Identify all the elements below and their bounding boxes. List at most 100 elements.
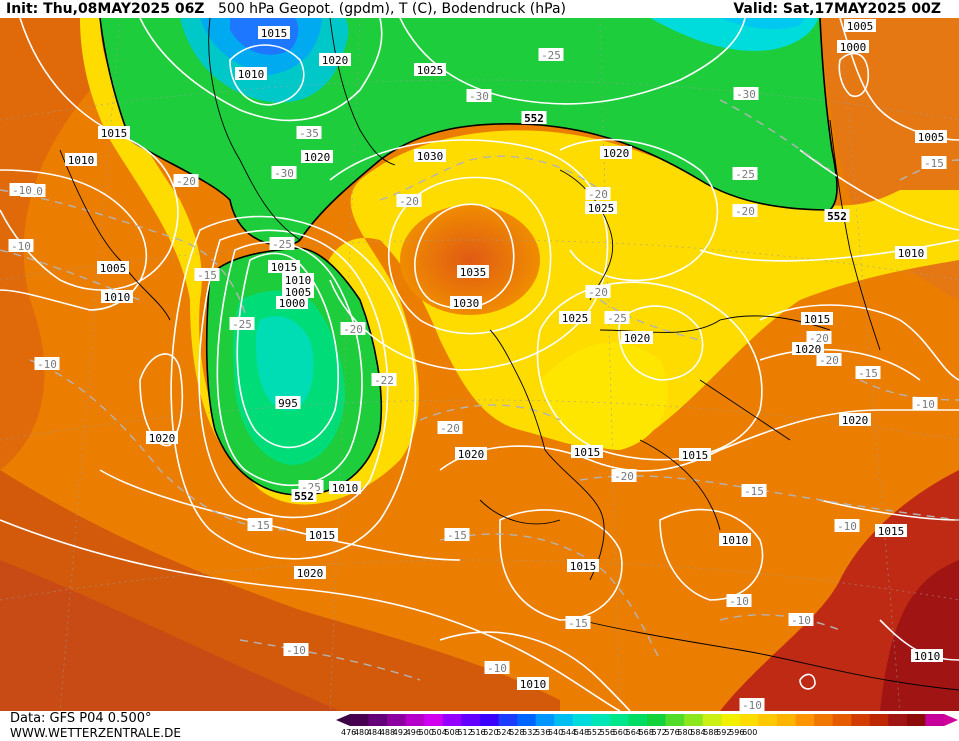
scale-tick: 524 xyxy=(496,728,512,737)
scale-tick: 560 xyxy=(612,728,628,737)
svg-text:1020: 1020 xyxy=(322,54,349,67)
temperature-label: -20 xyxy=(806,331,832,345)
pressure-label: 1010 xyxy=(101,290,133,304)
pressure-label: 1000 xyxy=(276,296,308,310)
pressure-label: 1015 xyxy=(268,260,300,274)
pressure-label: 1015 xyxy=(571,445,603,459)
scale-swatch xyxy=(498,714,518,726)
temperature-label: -10 xyxy=(9,183,35,197)
svg-text:1015: 1015 xyxy=(804,313,831,326)
scale-tick: 556 xyxy=(599,728,616,737)
pressure-label: 1025 xyxy=(559,311,591,325)
temperature-label: -10 xyxy=(912,397,938,411)
scale-tick: 488 xyxy=(379,728,396,737)
temperature-label: -20 xyxy=(816,353,842,367)
scale-swatch xyxy=(776,714,796,726)
svg-text:-10: -10 xyxy=(37,358,57,371)
pressure-label: 1010 xyxy=(911,649,943,663)
svg-text:1020: 1020 xyxy=(842,414,869,427)
pressure-label: 1020 xyxy=(839,413,871,427)
pressure-label: 1030 xyxy=(414,149,446,163)
svg-text:1030: 1030 xyxy=(453,297,480,310)
temperature-label: -20 xyxy=(585,285,611,299)
svg-text:1015: 1015 xyxy=(878,525,905,538)
scale-swatch xyxy=(554,714,574,726)
scale-swatch xyxy=(350,714,370,726)
svg-text:-22: -22 xyxy=(374,374,394,387)
svg-text:1000: 1000 xyxy=(840,41,867,54)
scale-swatch xyxy=(925,714,945,726)
svg-text:-15: -15 xyxy=(744,485,764,498)
svg-text:1015: 1015 xyxy=(101,127,128,140)
pressure-label: 1015 xyxy=(258,26,290,40)
geopotential-label: 552 xyxy=(291,489,317,503)
scale-tick: 544 xyxy=(560,728,577,737)
svg-text:1020: 1020 xyxy=(304,151,331,164)
svg-text:1015: 1015 xyxy=(574,446,601,459)
svg-text:-30: -30 xyxy=(274,167,294,180)
pressure-label: 1010 xyxy=(235,67,267,81)
svg-text:1010: 1010 xyxy=(520,678,547,691)
pressure-label: 1020 xyxy=(621,331,653,345)
svg-text:1025: 1025 xyxy=(417,64,444,77)
pressure-label: 995 xyxy=(275,396,301,410)
scale-swatch xyxy=(572,714,592,726)
pressure-label: 1020 xyxy=(294,566,326,580)
temperature-label: -10 xyxy=(484,661,510,675)
scale-tick: 548 xyxy=(573,728,590,737)
svg-text:1010: 1010 xyxy=(104,291,131,304)
svg-text:1015: 1015 xyxy=(271,261,298,274)
scale-swatch xyxy=(609,714,629,726)
weather-map: 1015 1010 1020 1025 1015 1010 1020 1030 1020 1025… xyxy=(0,18,959,711)
svg-text:1015: 1015 xyxy=(570,560,597,573)
scale-tick: 564 xyxy=(625,728,641,737)
scale-tick: 516 xyxy=(470,728,486,737)
svg-text:1015: 1015 xyxy=(261,27,288,40)
scale-swatch xyxy=(405,714,425,726)
scale-tick: 536 xyxy=(535,728,551,737)
scale-swatch xyxy=(869,714,889,726)
svg-text:1020: 1020 xyxy=(149,432,176,445)
svg-text:1025: 1025 xyxy=(562,312,589,325)
pressure-label: 1020 xyxy=(319,53,351,67)
scale-tick: 576 xyxy=(664,728,680,737)
website: WWW.WETTERZENTRALE.DE xyxy=(10,726,181,740)
pressure-label: 1010 xyxy=(895,246,927,260)
temperature-label: -25 xyxy=(604,311,630,325)
map-title: 500 hPa Geopot. (gpdm), T (C), Bodendruc… xyxy=(218,1,566,17)
svg-text:-35: -35 xyxy=(299,127,319,140)
scale-tick: 584 xyxy=(690,728,706,737)
scale-arrow-right xyxy=(944,714,958,726)
scale-swatch xyxy=(461,714,481,726)
geopotential-label: 552 xyxy=(521,111,547,125)
svg-text:-30: -30 xyxy=(736,88,756,101)
svg-text:-20: -20 xyxy=(399,195,419,208)
svg-text:-30: -30 xyxy=(469,90,489,103)
svg-text:552: 552 xyxy=(827,210,847,223)
temperature-label: -20 xyxy=(340,322,366,336)
pressure-label: 1020 xyxy=(600,146,632,160)
temperature-label: -10 xyxy=(8,239,34,253)
svg-text:1025: 1025 xyxy=(588,202,615,215)
pressure-label: 1010 xyxy=(329,481,361,495)
scale-swatch xyxy=(628,714,648,726)
svg-text:-10: -10 xyxy=(742,699,762,711)
svg-text:1005: 1005 xyxy=(285,286,312,299)
svg-text:-20: -20 xyxy=(588,188,608,201)
svg-text:1015: 1015 xyxy=(682,449,709,462)
scale-swatch xyxy=(517,714,537,726)
pressure-label: 1010 xyxy=(517,677,549,691)
temperature-label: -20 xyxy=(585,187,611,201)
scale-tick: 508 xyxy=(444,728,460,737)
scale-tick: 600 xyxy=(742,728,758,737)
temperature-label: -30 xyxy=(733,87,759,101)
scale-swatch xyxy=(535,714,555,726)
init-time: Init: Thu,08MAY2025 06Z xyxy=(6,1,205,17)
svg-text:-10: -10 xyxy=(11,240,31,253)
svg-text:1020: 1020 xyxy=(624,332,651,345)
scale-swatch xyxy=(851,714,871,726)
pressure-label: 1015 xyxy=(679,448,711,462)
pressure-label: 1005 xyxy=(282,285,314,299)
svg-text:1010: 1010 xyxy=(898,247,925,260)
svg-text:-25: -25 xyxy=(735,168,755,181)
